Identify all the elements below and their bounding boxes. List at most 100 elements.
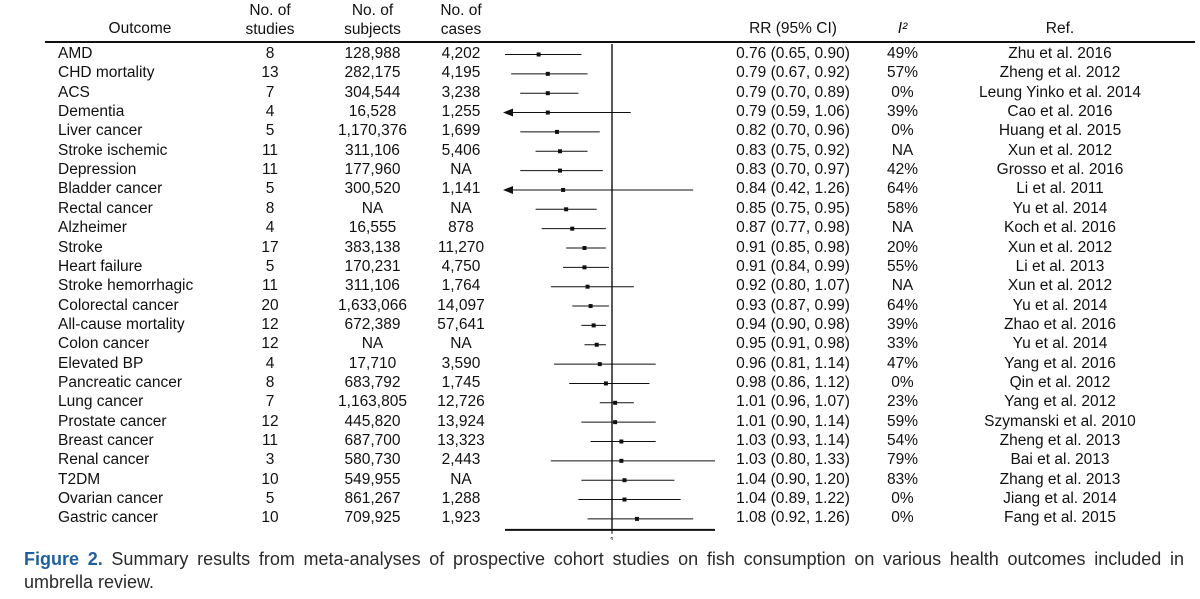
- cases-cell: 4,195: [441, 64, 481, 82]
- reference-cell: Grosso et al. 2016: [996, 161, 1124, 179]
- header-i-squared: I²: [897, 20, 908, 37]
- reference-cell: Zhu et al. 2016: [1008, 45, 1112, 62]
- point-estimate: [619, 439, 624, 444]
- i-squared-cell: 0%: [891, 509, 914, 527]
- outcome-cell: Pancreatic cancer: [58, 373, 183, 391]
- caption-label: Figure 2.: [24, 549, 103, 569]
- header-no-cases: No. of cases: [440, 2, 482, 38]
- point-estimate: [622, 497, 627, 502]
- i-squared-cell: 64%: [886, 296, 919, 314]
- outcome-cell: Ovarian cancer: [58, 490, 164, 508]
- i-squared-cell: 39%: [886, 103, 919, 121]
- reference-cell: Zheng et al. 2012: [999, 64, 1121, 82]
- rr-ci-cell: 1.08 (0.92, 1.26): [736, 509, 850, 527]
- ci-arrow-left: [503, 108, 513, 117]
- i-squared-cell: 0%: [891, 373, 914, 391]
- point-estimate: [634, 516, 639, 521]
- cases-cell: 878: [448, 219, 474, 237]
- header-no-studies: No. of studies: [245, 2, 295, 38]
- point-estimate: [554, 129, 559, 134]
- i-squared-cell: 57%: [886, 64, 919, 82]
- outcome-cell: Elevated BP: [58, 354, 144, 372]
- point-estimate: [585, 284, 590, 289]
- cases-cell: 12,726: [437, 393, 485, 411]
- rr-ci-cell: 0.82 (0.70, 0.96): [736, 122, 850, 140]
- reference-cell: Qin et al. 2012: [1009, 373, 1111, 391]
- cases-cell: 1,764: [441, 277, 481, 295]
- cases-cell: 57,641: [437, 315, 485, 333]
- outcome-cell: Renal cancer: [58, 451, 150, 469]
- header-outcome: Outcome: [108, 20, 172, 37]
- studies-cell: 8: [265, 373, 275, 391]
- cases-cell: 13,323: [437, 432, 485, 449]
- cases-cell: 4,202: [441, 45, 481, 62]
- studies-cell: 4: [265, 219, 275, 237]
- header-no-subjects: No. of subjects: [344, 2, 401, 38]
- subjects-cell: 861,267: [344, 490, 401, 508]
- outcome-cell: Stroke ischemic: [58, 141, 168, 159]
- cases-cell: 3,238: [441, 83, 481, 101]
- i-squared-cell: 59%: [886, 412, 919, 430]
- reference-cell: Yang et al. 2016: [1004, 354, 1116, 372]
- i-squared-cell: 20%: [886, 238, 919, 256]
- point-estimate: [622, 478, 627, 483]
- rr-ci-cell: 0.76 (0.65, 0.90): [736, 45, 850, 62]
- reference-cell: Cao et al. 2016: [1007, 103, 1113, 121]
- outcome-cell: CHD mortality: [58, 64, 155, 82]
- caption-text: Summary results from meta-analyses of pr…: [24, 549, 1184, 592]
- subjects-cell: 1,170,376: [338, 122, 407, 140]
- i-squared-cell: 39%: [886, 315, 919, 333]
- cases-cell: 1,699: [441, 122, 481, 140]
- cases-cell: 14,097: [437, 296, 485, 314]
- forest-plot-figure: Outcome No. of studies No. of subjects N…: [45, 2, 1195, 540]
- outcome-cell: Lung cancer: [58, 393, 144, 411]
- forest-plot-area: 1: [503, 44, 715, 540]
- studies-cell: 7: [265, 83, 275, 101]
- figure-caption: Figure 2. Summary results from meta-anal…: [24, 548, 1184, 594]
- studies-cell: 8: [265, 199, 275, 217]
- studies-cell: 4: [265, 354, 275, 372]
- point-estimate: [570, 226, 575, 231]
- subjects-cell: 1,163,805: [338, 393, 407, 411]
- i-squared-cell: NA: [891, 277, 914, 295]
- cases-cell: 1,745: [441, 373, 481, 391]
- reference-cell: Huang et al. 2015: [998, 122, 1122, 140]
- i-squared-cell: 58%: [886, 199, 919, 217]
- outcome-cell: Colorectal cancer: [58, 296, 179, 314]
- subjects-cell: 17,710: [348, 354, 397, 372]
- rr-ci-cell: 1.04 (0.89, 1.22): [736, 490, 850, 508]
- cases-cell: NA: [450, 470, 472, 488]
- i-squared-cell: NA: [891, 141, 914, 159]
- i-squared-cell: 23%: [886, 393, 919, 411]
- reference-cell: Li et al. 2011: [1016, 180, 1104, 198]
- point-estimate: [536, 52, 541, 57]
- point-estimate: [613, 400, 618, 405]
- point-estimate: [582, 265, 587, 270]
- header-rr-ci: RR (95% CI): [749, 20, 837, 37]
- i-squared-cell: 83%: [886, 470, 919, 488]
- i-squared-cell: 0%: [891, 122, 914, 140]
- studies-cell: 12: [261, 412, 279, 430]
- subjects-cell: 300,520: [344, 180, 401, 198]
- outcome-cell: Bladder cancer: [58, 180, 163, 198]
- subjects-cell: 1,633,066: [338, 296, 407, 314]
- i-squared-cell: 55%: [886, 257, 919, 275]
- rr-ci-cell: 0.91 (0.84, 0.99): [736, 257, 850, 275]
- rr-ci-cell: 0.79 (0.67, 0.92): [736, 64, 850, 82]
- subjects-cell: 445,820: [344, 412, 401, 430]
- subjects-cell: 709,925: [344, 509, 401, 527]
- cases-cell: 11,270: [437, 238, 485, 256]
- studies-cell: 3: [265, 451, 275, 469]
- cases-cell: 2,443: [441, 451, 481, 469]
- subjects-cell: 16,555: [348, 219, 397, 237]
- point-estimate: [594, 342, 599, 347]
- outcome-cell: Liver cancer: [58, 122, 143, 140]
- rr-ci-cell: 1.03 (0.80, 1.33): [736, 451, 850, 469]
- i-squared-cell: 42%: [886, 161, 919, 179]
- rr-ci-cell: 0.79 (0.70, 0.89): [736, 83, 850, 101]
- rr-ci-cell: 0.85 (0.75, 0.95): [736, 199, 850, 217]
- point-estimate: [561, 187, 566, 192]
- reference-cell: Zhao et al. 2016: [1003, 315, 1117, 333]
- point-estimate: [613, 420, 618, 425]
- cases-cell: 1,255: [441, 103, 481, 121]
